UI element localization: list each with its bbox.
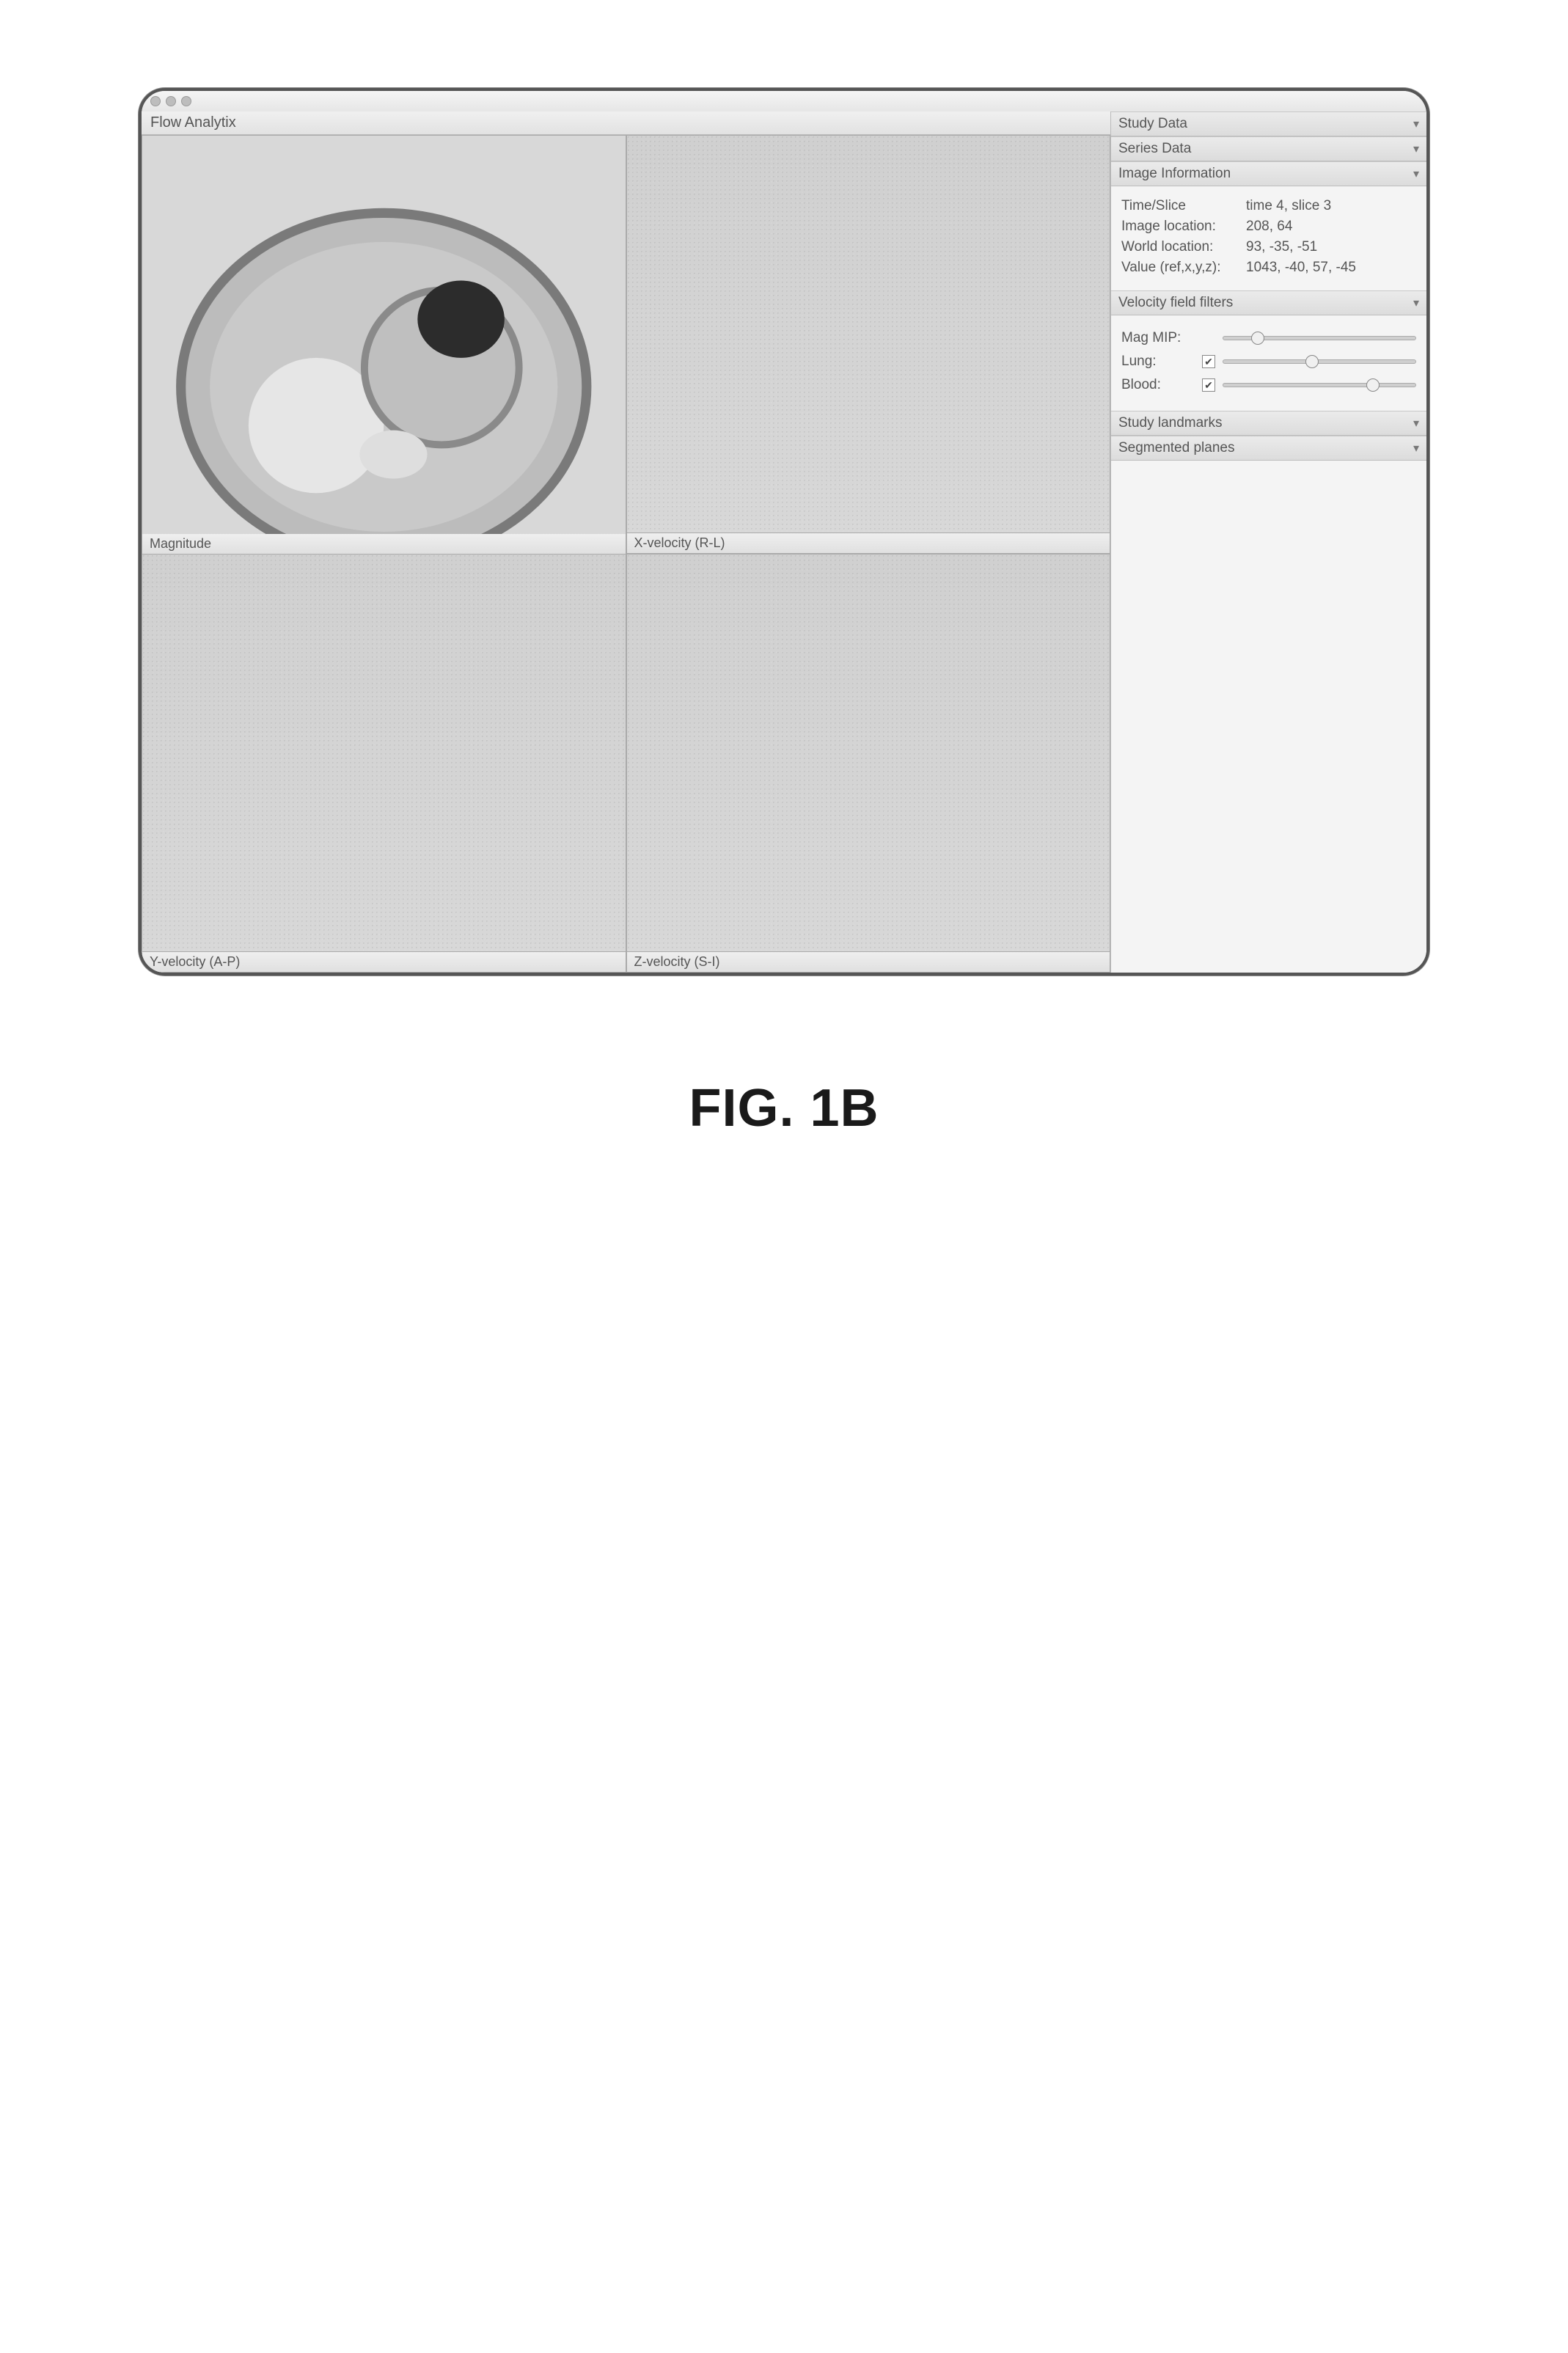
blood-thumb[interactable] [1366,378,1380,392]
acc-series-data-label: Series Data [1118,141,1191,157]
chevron-down-icon: ▾ [1413,117,1419,131]
acc-study-data[interactable]: Study Data ▾ [1111,111,1426,136]
row-world-location: World location: 93, -35, -51 [1121,239,1416,255]
pane-magnitude[interactable]: Magnitude Y-velocity (A-P) [142,554,626,973]
acc-velocity-filters[interactable]: Velocity field filters ▾ [1111,290,1426,315]
caption-y-velocity: Y-velocity (A-P) [142,951,626,972]
lung-slider[interactable] [1223,359,1416,364]
mag-mip-thumb[interactable] [1251,332,1264,345]
acc-segmented-planes[interactable]: Segmented planes ▾ [1111,436,1426,461]
blood-slider[interactable] [1223,383,1416,387]
velocity-filters-body: Mag MIP: Lung: ✔ Blood: ✔ [1111,315,1426,411]
chevron-down-icon: ▾ [1413,416,1419,431]
figure-label: FIG. 1B [689,1078,879,1138]
world-location-label: World location: [1121,239,1246,255]
pane-z-velocity[interactable]: Z-velocity (S-I) [626,554,1111,973]
blood-label: Blood: [1121,377,1195,393]
acc-series-data[interactable]: Series Data ▾ [1111,136,1426,161]
minimize-icon[interactable] [166,96,176,106]
app-window: Flow Analytix [139,88,1429,976]
row-mag-mip: Mag MIP: [1121,330,1416,346]
acc-segmented-planes-label: Segmented planes [1118,440,1234,456]
pane-anatomy[interactable] [142,135,626,554]
chevron-down-icon: ▾ [1413,296,1419,310]
acc-study-landmarks-label: Study landmarks [1118,415,1223,431]
caption-x-velocity: X-velocity (R-L) [627,533,1110,553]
acc-image-info[interactable]: Image Information ▾ [1111,161,1426,186]
value-value: 1043, -40, 57, -45 [1246,260,1356,276]
mag-mip-label: Mag MIP: [1121,330,1195,346]
mag-mip-slider[interactable] [1223,336,1416,340]
lung-label: Lung: [1121,354,1195,370]
image-location-value: 208, 64 [1246,219,1292,235]
row-value: Value (ref,x,y,z): 1043, -40, 57, -45 [1121,260,1416,276]
acc-study-data-label: Study Data [1118,116,1187,132]
app-title: Flow Analytix [142,111,1110,135]
chevron-down-icon: ▾ [1413,166,1419,181]
value-label: Value (ref,x,y,z): [1121,260,1246,276]
time-slice-value: time 4, slice 3 [1246,198,1331,214]
chevron-down-icon: ▾ [1413,142,1419,156]
x-velocity-image [627,136,1110,553]
viewer-area: Flow Analytix [142,111,1111,973]
image-info-body: Time/Slice time 4, slice 3 Image locatio… [1111,186,1426,290]
acc-velocity-filters-label: Velocity field filters [1118,295,1233,311]
time-slice-label: Time/Slice [1121,198,1246,214]
row-time-slice: Time/Slice time 4, slice 3 [1121,198,1416,214]
acc-image-info-label: Image Information [1118,166,1231,182]
image-location-label: Image location: [1121,219,1246,235]
row-blood: Blood: ✔ [1121,377,1416,393]
pane-x-velocity[interactable]: X-velocity (R-L) [626,135,1111,554]
z-velocity-image [627,555,1110,972]
acc-study-landmarks[interactable]: Study landmarks ▾ [1111,411,1426,436]
window-titlebar [142,91,1426,111]
viewport-grid: X-velocity (R-L) Magnitude Y-velocity (A… [142,135,1110,973]
magnitude-image [142,555,626,972]
close-icon[interactable] [150,96,161,106]
world-location-value: 93, -35, -51 [1246,239,1317,255]
lung-thumb[interactable] [1305,355,1319,368]
app-body: Flow Analytix [142,111,1426,973]
row-image-location: Image location: 208, 64 [1121,219,1416,235]
side-panel: Study Data ▾ Series Data ▾ Image Informa… [1111,111,1426,973]
caption-magnitude: Magnitude [142,534,626,555]
zoom-icon[interactable] [181,96,191,106]
caption-z-velocity: Z-velocity (S-I) [627,951,1110,972]
lung-checkbox[interactable]: ✔ [1202,355,1215,368]
blood-checkbox[interactable]: ✔ [1202,378,1215,392]
row-lung: Lung: ✔ [1121,354,1416,370]
chevron-down-icon: ▾ [1413,441,1419,455]
